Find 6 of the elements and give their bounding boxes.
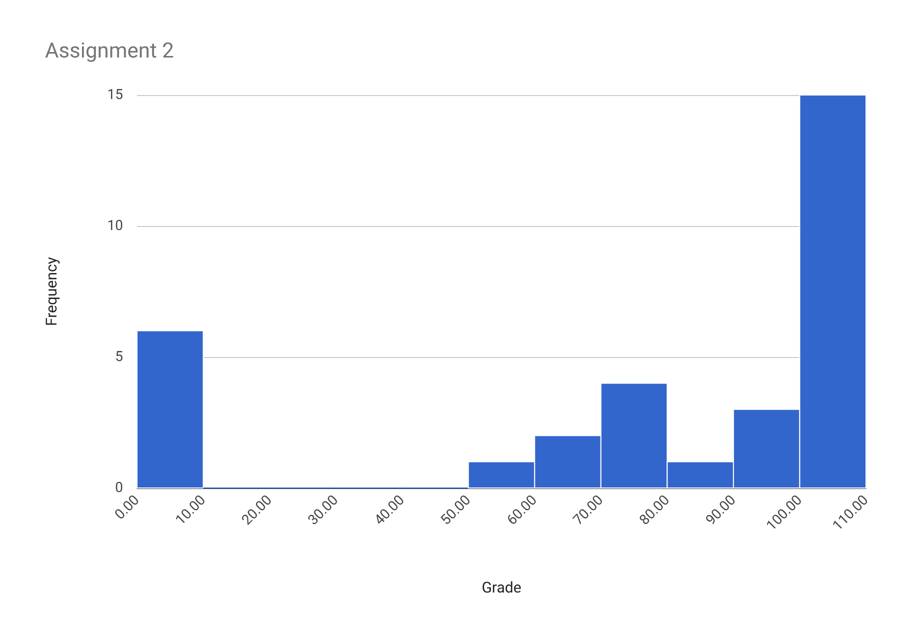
x-axis-title: Grade: [482, 578, 522, 596]
y-tick-label: 15: [107, 87, 124, 103]
y-axis-title: Frequency: [42, 257, 60, 326]
y-tick-label: 10: [107, 218, 124, 234]
chart-title: Assignment 2: [45, 40, 174, 64]
y-tick-label: 5: [115, 349, 124, 365]
